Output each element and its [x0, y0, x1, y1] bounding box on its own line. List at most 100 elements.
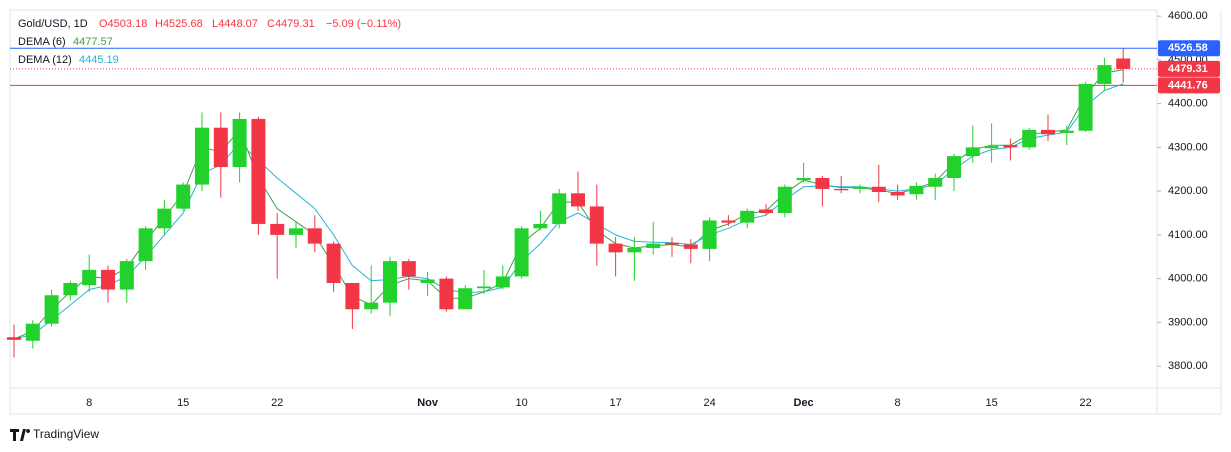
candle-body [1116, 58, 1131, 69]
candle-body [157, 208, 172, 229]
candle-body [232, 118, 247, 168]
change: −5.09 (−0.11%) [326, 18, 401, 30]
symbol: Gold/USD, 1D [18, 18, 88, 30]
candle-body [984, 146, 999, 149]
open: O4503.18 [99, 18, 147, 30]
candle-body [665, 242, 679, 245]
x-tick-label: Dec [794, 397, 814, 409]
legend-value: 4477.57 [73, 36, 113, 48]
candle-body [965, 147, 980, 157]
candle-body [853, 186, 867, 189]
candle-body [740, 210, 755, 223]
candle-body [1003, 145, 1018, 148]
candle-body [119, 261, 134, 290]
price-tag-label: 4479.31 [1168, 63, 1208, 75]
candle-body [458, 288, 473, 310]
candle-body [63, 283, 78, 296]
candle-body [627, 248, 642, 253]
candle-body [589, 206, 604, 244]
candle-body [270, 223, 285, 235]
candle-body [834, 188, 849, 191]
candle-body [890, 192, 905, 196]
x-tick-label: 15 [985, 397, 997, 409]
price-tag-label: 4441.76 [1168, 79, 1208, 91]
x-tick-label: Nov [417, 397, 439, 409]
y-tick-label: 4100.00 [1168, 229, 1208, 241]
candle-body [1078, 83, 1093, 131]
y-tick-label: 4400.00 [1168, 98, 1208, 110]
candle-body [608, 243, 623, 253]
candle-body [514, 228, 529, 277]
candle-body [533, 223, 548, 229]
candle-body [721, 220, 736, 223]
candle-body [420, 279, 435, 283]
candle-body [928, 178, 943, 187]
close: C4479.31 [267, 18, 315, 30]
candle-body [364, 302, 379, 310]
candle-body [251, 118, 266, 224]
watermark-text: TradingView [33, 427, 99, 441]
candle-body [82, 269, 97, 286]
candle-body [947, 156, 961, 178]
price-tag [1158, 60, 1220, 77]
y-tick-label: 4200.00 [1168, 185, 1208, 197]
candle-body [101, 269, 115, 290]
candle-body [777, 186, 792, 213]
x-tick-label: 22 [271, 397, 283, 409]
candle-body [871, 186, 886, 192]
x-tick-label: 17 [609, 397, 621, 409]
candle-body [552, 193, 567, 224]
x-tick-label: 15 [177, 397, 189, 409]
candle-body [1022, 129, 1037, 148]
candle-body [383, 261, 397, 303]
candle-body [1097, 65, 1112, 84]
candle-body [289, 228, 303, 235]
candle-body [307, 228, 322, 244]
candle-body [683, 244, 698, 249]
x-tick-label: 8 [895, 397, 901, 409]
logo [10, 429, 31, 441]
price-tag [1158, 77, 1220, 94]
candle-body [7, 337, 21, 340]
y-tick-label: 4300.00 [1168, 141, 1208, 153]
low: L4448.07 [212, 18, 258, 30]
candle-body [796, 178, 811, 181]
x-tick-label: 24 [703, 397, 715, 409]
candle-body [326, 243, 341, 283]
candle-body [909, 185, 924, 195]
watermark: TradingView [10, 427, 99, 441]
candle-body [495, 276, 510, 288]
candle-body [25, 323, 40, 341]
candle-body [44, 295, 59, 324]
y-tick-label: 4600.00 [1168, 10, 1208, 22]
candle-body [1041, 129, 1055, 135]
legend-entry: DEMA (6) [18, 36, 66, 48]
y-tick-label: 3900.00 [1168, 316, 1208, 328]
x-tick-label: 10 [515, 397, 527, 409]
candle-body [138, 228, 153, 262]
x-tick-label: 22 [1079, 397, 1091, 409]
candle-body [646, 243, 661, 248]
y-tick-label: 3800.00 [1168, 360, 1208, 372]
legend-entry: DEMA (12) [18, 54, 72, 66]
candle-body [477, 286, 491, 289]
x-tick-label: 8 [86, 397, 92, 409]
candle-body [571, 193, 585, 207]
candle-body [439, 278, 454, 310]
high: H4525.68 [155, 18, 203, 30]
candle-body [176, 184, 191, 209]
price-tag [1158, 40, 1220, 57]
y-tick-label: 4000.00 [1168, 273, 1208, 285]
candle-body [815, 178, 830, 189]
candle-body [401, 261, 416, 277]
legend: Gold/USD, 1D O4503.18 H4525.68 L4448.07 … [18, 18, 401, 66]
candle-body [213, 127, 228, 168]
candle-body [702, 220, 717, 249]
plot [7, 47, 1157, 358]
legend-value: 4445.19 [79, 54, 119, 66]
overlay: 3800.00 3900.00 4000.00 4100.00 4200.00 4300.… [86, 10, 1220, 409]
price-tag-label: 4526.58 [1168, 42, 1208, 54]
candle-body [759, 209, 773, 213]
